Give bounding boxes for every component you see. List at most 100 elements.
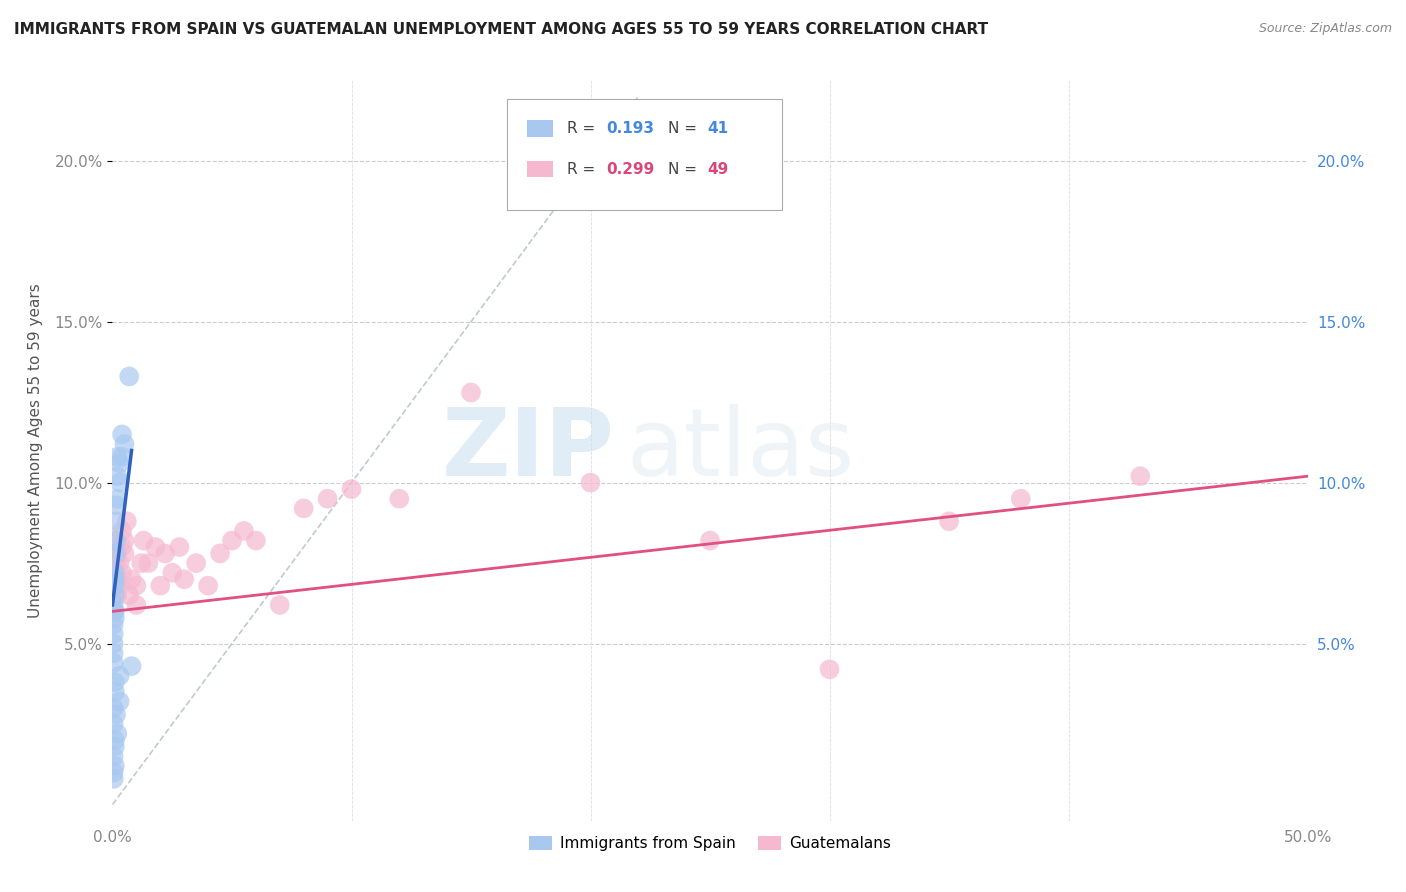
Legend: Immigrants from Spain, Guatemalans: Immigrants from Spain, Guatemalans	[523, 830, 897, 857]
Point	[103, 637, 125, 651]
Point	[245, 533, 267, 548]
FancyBboxPatch shape	[508, 99, 782, 210]
Text: R =: R =	[567, 121, 600, 136]
Point	[111, 540, 134, 554]
Point	[129, 556, 152, 570]
Point	[105, 514, 128, 528]
Point	[169, 540, 191, 554]
FancyBboxPatch shape	[527, 161, 554, 178]
Point	[104, 579, 127, 593]
Point	[125, 579, 148, 593]
Point	[111, 524, 134, 538]
Text: ZIP: ZIP	[441, 404, 614, 497]
Point	[118, 369, 141, 384]
Text: 0.193: 0.193	[606, 121, 654, 136]
Point	[105, 588, 128, 602]
Point	[105, 546, 128, 560]
Point	[125, 598, 148, 612]
Point	[105, 546, 128, 560]
Point	[818, 662, 841, 676]
Point	[111, 450, 134, 464]
Point	[105, 533, 128, 548]
Point	[103, 646, 125, 660]
Point	[104, 572, 127, 586]
Point	[104, 604, 127, 618]
Point	[269, 598, 291, 612]
Point	[104, 566, 127, 580]
Y-axis label: Unemployment Among Ages 55 to 59 years: Unemployment Among Ages 55 to 59 years	[28, 283, 44, 618]
Point	[579, 475, 602, 490]
Point	[103, 765, 125, 780]
Text: R =: R =	[567, 161, 600, 177]
Point	[103, 617, 125, 632]
Point	[104, 588, 127, 602]
Point	[162, 566, 183, 580]
Point	[149, 579, 172, 593]
Point	[105, 450, 128, 464]
Point	[103, 717, 125, 731]
Text: 0.299: 0.299	[606, 161, 654, 177]
Point	[108, 694, 131, 708]
Point	[105, 546, 128, 560]
Point	[103, 656, 125, 670]
Point	[108, 475, 131, 490]
Point	[316, 491, 339, 506]
Point	[938, 514, 960, 528]
Point	[104, 566, 127, 580]
Point	[105, 469, 128, 483]
Point	[103, 627, 125, 641]
Point	[104, 579, 127, 593]
Point	[111, 566, 134, 580]
Text: N =: N =	[668, 121, 702, 136]
Text: atlas: atlas	[627, 404, 855, 497]
Point	[103, 772, 125, 786]
Point	[103, 604, 125, 618]
Point	[103, 572, 125, 586]
Point	[108, 456, 131, 470]
Point	[105, 707, 128, 722]
Point	[104, 739, 127, 754]
Point	[292, 501, 315, 516]
Point	[121, 659, 143, 673]
Point	[121, 572, 143, 586]
Point	[186, 556, 208, 570]
Point	[104, 685, 127, 699]
Point	[103, 598, 125, 612]
Point	[114, 533, 135, 548]
Text: 41: 41	[707, 121, 728, 136]
FancyBboxPatch shape	[527, 120, 554, 136]
Point	[104, 733, 127, 747]
Point	[104, 556, 127, 570]
Point	[153, 546, 176, 560]
Point	[1010, 491, 1032, 506]
Point	[114, 437, 135, 451]
Text: IMMIGRANTS FROM SPAIN VS GUATEMALAN UNEMPLOYMENT AMONG AGES 55 TO 59 YEARS CORRE: IMMIGRANTS FROM SPAIN VS GUATEMALAN UNEM…	[14, 22, 988, 37]
Point	[460, 385, 482, 400]
Point	[221, 533, 243, 548]
Point	[105, 533, 128, 548]
Point	[104, 675, 127, 690]
Point	[132, 533, 155, 548]
Point	[173, 572, 195, 586]
Point	[108, 556, 131, 570]
Point	[145, 540, 167, 554]
Point	[104, 611, 127, 625]
Point	[108, 669, 131, 683]
Point	[1129, 469, 1152, 483]
Point	[104, 759, 127, 773]
Text: N =: N =	[668, 161, 702, 177]
Text: 49: 49	[707, 161, 728, 177]
Point	[388, 491, 411, 506]
Point	[209, 546, 232, 560]
Point	[115, 514, 138, 528]
Point	[340, 482, 363, 496]
Point	[105, 727, 128, 741]
Point	[138, 556, 160, 570]
Point	[118, 588, 141, 602]
Point	[105, 498, 128, 512]
Point	[103, 749, 125, 764]
Point	[103, 588, 125, 602]
Point	[233, 524, 256, 538]
Point	[103, 701, 125, 715]
Point	[114, 546, 135, 560]
